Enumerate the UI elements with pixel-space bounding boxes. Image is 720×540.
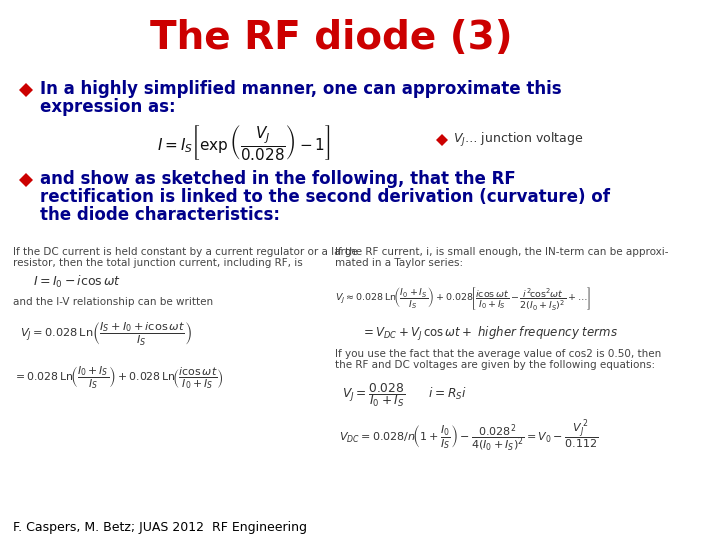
- Text: In a highly simplified manner, one can approximate this: In a highly simplified manner, one can a…: [40, 80, 562, 98]
- Text: $I = I_0 - i\cos\omega t$: $I = I_0 - i\cos\omega t$: [33, 274, 122, 290]
- Text: F. Caspers, M. Betz; JUAS 2012  RF Engineering: F. Caspers, M. Betz; JUAS 2012 RF Engine…: [13, 521, 307, 534]
- Text: the RF and DC voltages are given by the following equations:: the RF and DC voltages are given by the …: [335, 360, 655, 370]
- Text: resistor, then the total junction current, including RF, is: resistor, then the total junction curren…: [13, 258, 302, 268]
- Text: and the I-V relationship can be written: and the I-V relationship can be written: [13, 297, 213, 307]
- Text: rectification is linked to the second derivation (curvature) of: rectification is linked to the second de…: [40, 188, 611, 206]
- Text: The RF diode (3): The RF diode (3): [150, 19, 513, 57]
- Text: $= V_{DC} + V_J\,\cos\omega t +\ higher\ frequency\ terms$: $= V_{DC} + V_J\,\cos\omega t +\ higher\…: [361, 325, 618, 343]
- Text: If the RF current, i, is small enough, the IN-term can be approxi-: If the RF current, i, is small enough, t…: [335, 247, 668, 257]
- Text: If you use the fact that the average value of cos2 is 0.50, then: If you use the fact that the average val…: [335, 349, 661, 359]
- Text: $I = I_S \left[ \exp \left( \dfrac{V_J}{0.028} \right) - 1 \right]$: $I = I_S \left[ \exp \left( \dfrac{V_J}{…: [157, 123, 330, 161]
- Text: the diode characteristics:: the diode characteristics:: [40, 206, 281, 224]
- Text: If the DC current is held constant by a current regulator or a large: If the DC current is held constant by a …: [13, 247, 358, 257]
- Text: $V_{DC} = 0.028/n\!\left(1 + \dfrac{I_0}{I_S}\right) - \dfrac{0.028^2}{4(I_0+I_S: $V_{DC} = 0.028/n\!\left(1 + \dfrac{I_0}…: [338, 418, 598, 454]
- Text: $V_J \approx 0.028\,\mathrm{Ln}\!\left(\dfrac{I_0+I_S}{I_S}\right) + 0.028\!\lef: $V_J \approx 0.028\,\mathrm{Ln}\!\left(\…: [335, 285, 591, 312]
- Text: $V_J \ldots$ junction voltage: $V_J \ldots$ junction voltage: [453, 131, 583, 149]
- Text: $V_J = 0.028\,\mathrm{Ln}\left(\dfrac{I_S + I_0 + i\cos\omega t}{I_S}\right)$: $V_J = 0.028\,\mathrm{Ln}\left(\dfrac{I_…: [20, 320, 192, 348]
- Text: and show as sketched in the following, that the RF: and show as sketched in the following, t…: [40, 170, 516, 188]
- Text: mated in a Taylor series:: mated in a Taylor series:: [335, 258, 463, 268]
- Text: $= 0.028\,\mathrm{Ln}\!\left(\dfrac{I_0 + I_S}{I_S}\right) + 0.028\,\mathrm{Ln}\: $= 0.028\,\mathrm{Ln}\!\left(\dfrac{I_0 …: [13, 364, 223, 391]
- Text: $V_J = \dfrac{0.028}{I_0 + I_S} \qquad i = R_S i$: $V_J = \dfrac{0.028}{I_0 + I_S} \qquad i…: [342, 381, 467, 409]
- Text: expression as:: expression as:: [40, 98, 176, 116]
